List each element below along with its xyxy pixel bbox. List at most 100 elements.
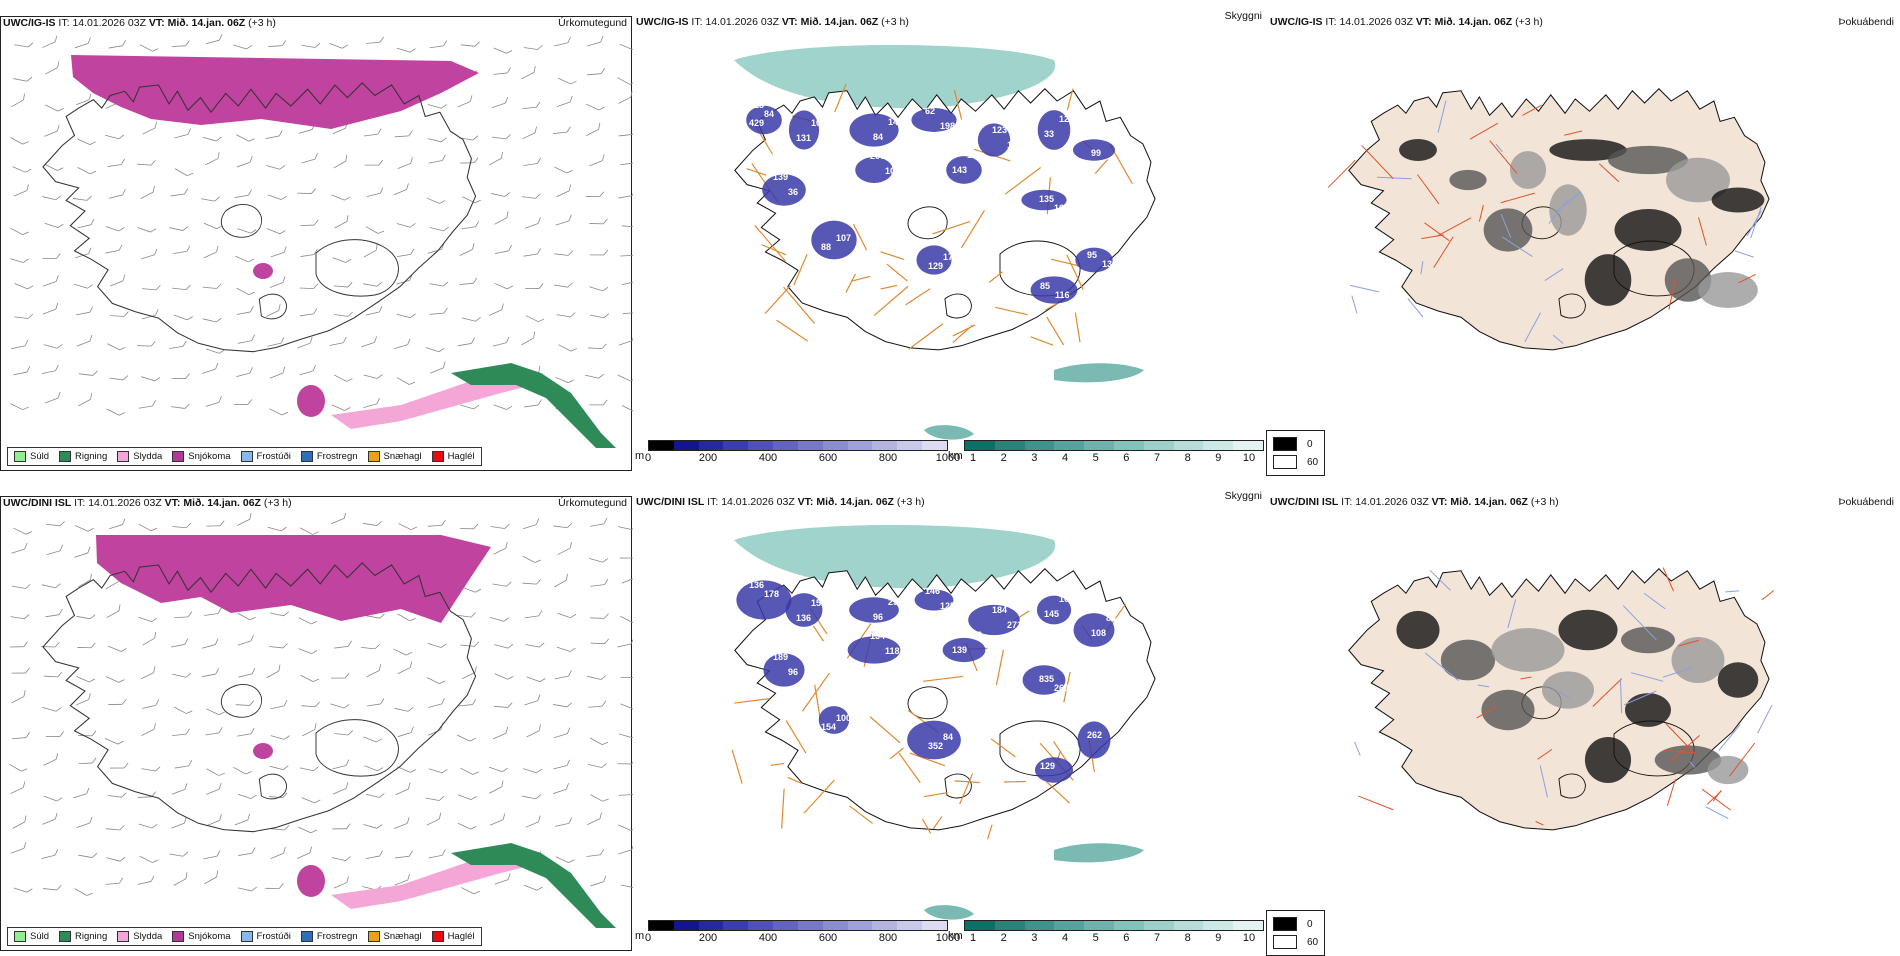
wind-barb	[331, 673, 349, 678]
visibility-value-label: 84	[764, 109, 774, 119]
wind-barb	[553, 700, 572, 708]
visibility-value-label: 146	[925, 586, 940, 596]
vt-value: Mið. 14.jan. 06Z	[801, 16, 879, 28]
wind-barb	[554, 249, 572, 256]
road-line	[1047, 317, 1064, 345]
lead-time: (+3 h)	[264, 497, 292, 509]
wind-barb	[558, 340, 576, 353]
wind-barb	[522, 192, 540, 199]
wind-barb	[494, 43, 513, 55]
wind-barb	[620, 553, 633, 558]
wind-barb	[460, 158, 478, 163]
vt-label: VT:	[165, 497, 181, 509]
river-line	[1725, 591, 1739, 592]
it-label: IT:	[74, 497, 85, 509]
wind-barb	[430, 279, 449, 287]
wind-barb	[268, 522, 287, 532]
wind-barb	[46, 731, 64, 736]
colorbar-tick: 10	[1243, 452, 1255, 464]
wind-barb	[268, 190, 287, 201]
legend-label: Súld	[30, 931, 49, 942]
visibility-value-label: 104	[885, 166, 900, 176]
colorbar-swatch	[1233, 441, 1263, 450]
wind-barb	[332, 215, 350, 228]
wind-barb	[366, 37, 384, 44]
wind-barb	[426, 793, 445, 801]
wind-barb	[458, 243, 476, 255]
visibility-title: Skyggni	[1225, 490, 1262, 502]
wind-barb	[174, 612, 192, 618]
fog-shade	[1585, 737, 1631, 783]
wind-barb	[172, 521, 190, 528]
wind-barb	[590, 310, 609, 318]
wind-barb	[428, 100, 447, 110]
wind-barb	[489, 762, 508, 773]
wind-barb	[10, 224, 28, 237]
wind-barb	[301, 40, 320, 48]
road-line	[1075, 313, 1080, 343]
fog-shade	[1672, 637, 1725, 683]
legend-item: Rigning	[59, 931, 107, 942]
glacier-outline	[259, 774, 286, 799]
wind-barb	[10, 816, 28, 829]
wind-barb	[77, 611, 96, 619]
glacier-outline	[316, 240, 398, 296]
visibility-value-label: 85	[1040, 281, 1050, 291]
wind-barb	[300, 763, 319, 772]
wind-barb	[462, 313, 481, 322]
it-value: 14.01.2026 03Z	[88, 497, 162, 509]
fog-legend-swatch	[1273, 917, 1297, 931]
very-low-visibility-area	[1031, 276, 1078, 303]
wind-barb	[233, 814, 252, 825]
fog-map	[1268, 510, 1898, 930]
vt-value: Mið. 14.jan. 06Z	[1435, 16, 1513, 28]
wind-barb	[428, 134, 447, 143]
wind-barb	[557, 310, 576, 318]
fog-shade	[1441, 640, 1495, 681]
it-label: IT:	[1325, 16, 1336, 28]
legend-swatch	[117, 931, 129, 942]
wind-barb	[329, 337, 348, 345]
glacier-outline	[221, 684, 261, 717]
colorbar-swatch	[965, 921, 995, 930]
colorbar-swatches	[964, 920, 1264, 931]
legend-swatch	[368, 931, 380, 942]
wind-barb	[331, 782, 350, 794]
visibility-value-label: 198	[940, 121, 955, 131]
wind-barb	[234, 399, 252, 404]
precip-title: Úrkomutegund	[558, 497, 627, 509]
legend-label: Rigning	[75, 451, 107, 462]
it-value: 14.01.2026 03Z	[721, 496, 795, 508]
fog-legend-row: 60	[1273, 933, 1318, 951]
colorbar-swatch	[823, 441, 848, 450]
wind-barb	[395, 851, 413, 858]
wind-barb	[108, 40, 127, 48]
colorbar-tick: 800	[879, 932, 897, 944]
vt-label: VT:	[1416, 16, 1432, 28]
it-label: IT:	[1341, 496, 1352, 508]
wind-barb	[458, 819, 476, 831]
wind-barb	[621, 880, 633, 889]
wind-barb	[362, 244, 380, 257]
fog-shade	[1585, 254, 1632, 306]
wind-barb	[618, 789, 633, 795]
wind-barb	[108, 699, 126, 704]
legend-item: Slydda	[117, 451, 162, 462]
colorbar-tick: 4	[1062, 932, 1068, 944]
wind-barb	[618, 820, 633, 832]
wind-barb	[588, 760, 607, 769]
wind-barb	[300, 220, 318, 226]
colorbar-swatch	[773, 921, 798, 930]
wind-barb	[10, 543, 29, 553]
fog-legend-label: 0	[1307, 919, 1313, 930]
wind-barb	[621, 699, 633, 710]
wind-barb	[44, 671, 62, 677]
colorbar-swatch	[1114, 921, 1144, 930]
wind-barb	[202, 871, 220, 884]
wind-barb	[269, 642, 287, 649]
visibility-value-label: 88	[821, 242, 831, 252]
